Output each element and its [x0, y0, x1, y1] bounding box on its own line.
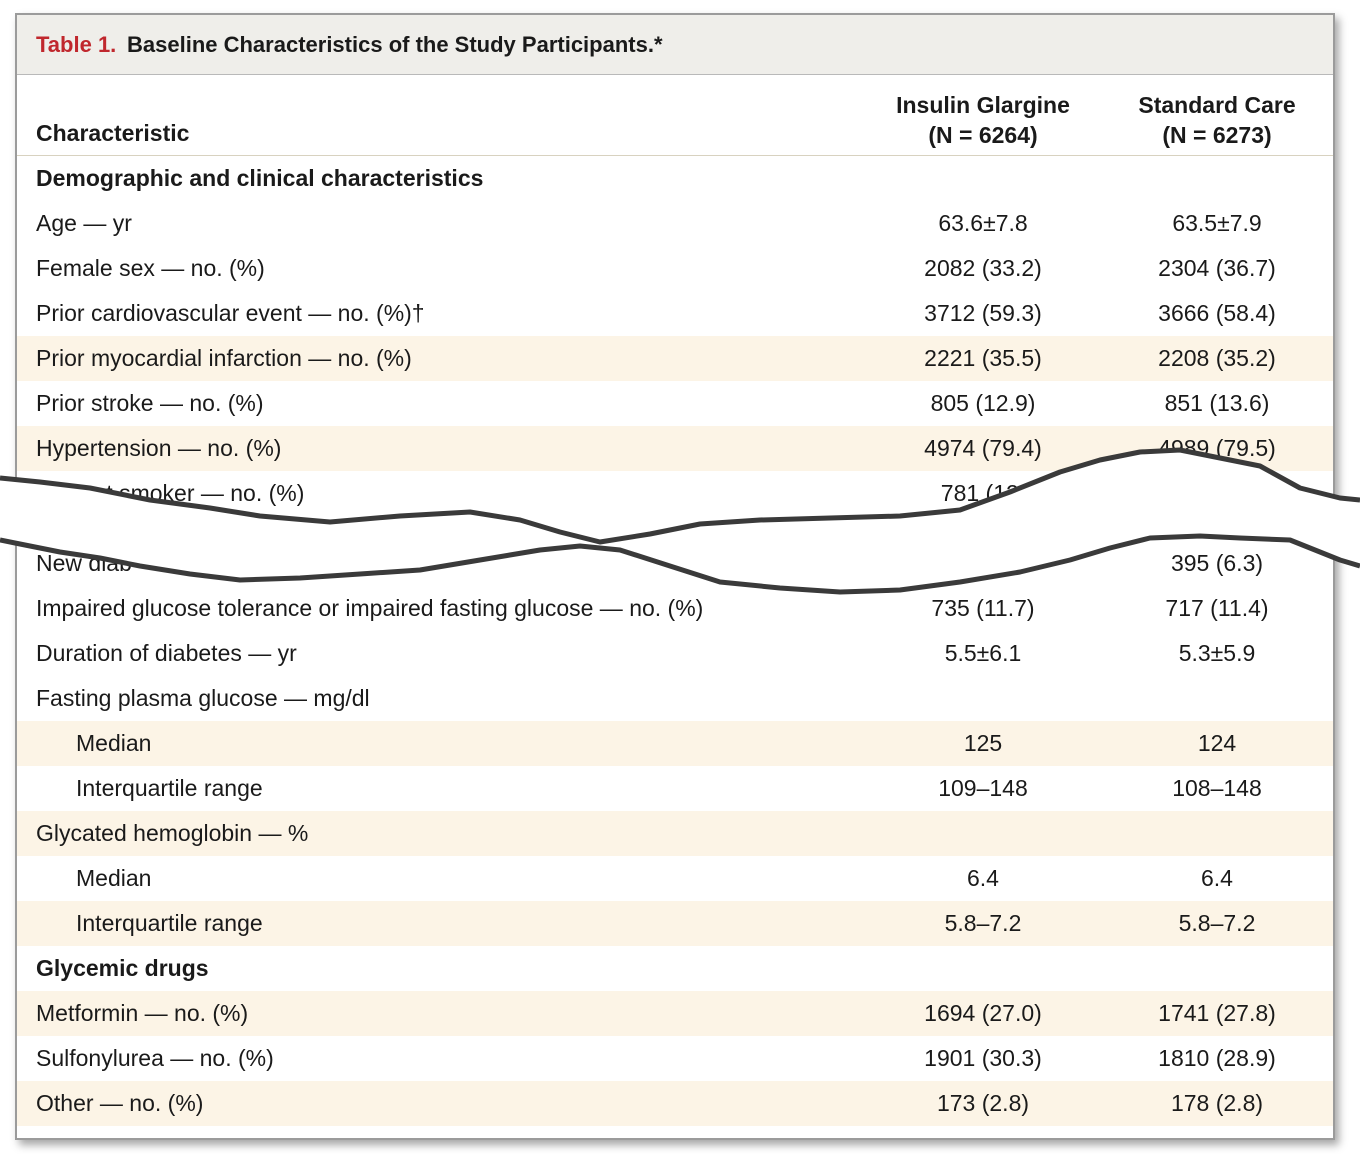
row-value-standard: 3666 (58.4)	[1158, 300, 1276, 326]
row-value-standard: 717 (11.4)	[1165, 595, 1269, 621]
row-value-glargine: 805 (12.9)	[930, 390, 1036, 416]
table-row: Age — yr 63.6±7.8 63.5±7.9	[17, 201, 1333, 246]
row-label: Current smoker — no. (%)	[36, 480, 305, 506]
row-value-glargine: 2221 (35.5)	[924, 345, 1042, 371]
row-label: Sulfonylurea — no. (%)	[36, 1045, 274, 1071]
row-value-glargine: 63.6±7.8	[938, 210, 1028, 236]
table-row: Hypertension — no. (%) 4974 (79.4) 4989 …	[17, 426, 1333, 471]
row-label: Prior stroke — no. (%)	[36, 390, 264, 416]
table-row: Median 125 124	[17, 721, 1333, 766]
header-col2-n: (N = 6273)	[1162, 122, 1272, 148]
row-value-standard: 6.4	[1201, 865, 1233, 891]
row-label: Prior myocardial infarction — no. (%)	[36, 345, 412, 371]
row-value-glargine: 5.8–7.2	[944, 910, 1022, 936]
row-label: Glycated hemoglobin — %	[36, 820, 309, 846]
table-row: Current smoker — no. (%) 781 (12.	[17, 471, 1333, 516]
row-label: Metformin — no. (%)	[36, 1000, 249, 1026]
header-col2-name: Standard Care	[1138, 92, 1296, 118]
header-divider	[17, 155, 1333, 156]
row-label: Demographic and clinical characteristics	[36, 165, 484, 191]
row-value-glargine: 1694 (27.0)	[924, 1000, 1042, 1026]
row-value-standard: 63.5±7.9	[1172, 210, 1262, 236]
row-label: Other — no. (%)	[36, 1090, 204, 1116]
row-value-standard: 5.3±5.9	[1178, 640, 1256, 666]
table-row: Interquartile range 5.8–7.2 5.8–7.2	[17, 901, 1333, 946]
row-value-glargine: 4974 (79.4)	[924, 435, 1042, 461]
table-row: Median 6.4 6.4	[17, 856, 1333, 901]
row-value-glargine: 6.4	[967, 865, 999, 891]
table-row: Sulfonylurea — no. (%) 1901 (30.3) 1810 …	[17, 1036, 1333, 1081]
row-value-standard: 851 (13.6)	[1164, 390, 1270, 416]
row-value-standard: 1741 (27.8)	[1158, 1000, 1276, 1026]
header-characteristic: Characteristic	[36, 120, 190, 146]
row-label: Glycemic drugs	[36, 955, 209, 981]
table-frame: Table 1. Baseline Characteristics of the…	[15, 13, 1335, 1140]
table-row: Duration of diabetes — yr 5.5±6.1 5.3±5.…	[17, 631, 1333, 676]
row-label: Prior cardiovascular event — no. (%)†	[36, 300, 425, 326]
table-row: Interquartile range 109–148 108–148	[17, 766, 1333, 811]
table-row: Fasting plasma glucose — mg/dl	[17, 676, 1333, 721]
row-value-standard: 178 (2.8)	[1170, 1090, 1264, 1116]
row-value-standard: 5.8–7.2	[1178, 910, 1256, 936]
row-value-standard: 124	[1197, 730, 1237, 756]
row-label: Female sex — no. (%)	[36, 255, 265, 281]
row-label: Median	[76, 865, 152, 891]
row-value-standard: 1810 (28.9)	[1158, 1045, 1276, 1071]
row-value-standard: 108–148	[1172, 775, 1262, 801]
row-value-glargine: 109–148	[938, 775, 1028, 801]
row-label: New diab	[36, 550, 132, 576]
row-value-glargine: 735 (11.7)	[931, 595, 1035, 621]
table-row: Glycemic drugs	[17, 946, 1333, 991]
table-row: Prior stroke — no. (%) 805 (12.9) 851 (1…	[17, 381, 1333, 426]
table-row: Female sex — no. (%) 2082 (33.2) 2304 (3…	[17, 246, 1333, 291]
row-value-standard: 2208 (35.2)	[1158, 345, 1276, 371]
row-value-glargine: 2082 (33.2)	[924, 255, 1042, 281]
row-value-standard: 395 (6.3)	[1170, 550, 1264, 576]
table-number: Table 1.	[36, 32, 117, 57]
row-label: Duration of diabetes — yr	[36, 640, 297, 666]
table-row: Metformin — no. (%) 1694 (27.0) 1741 (27…	[17, 991, 1333, 1036]
row-value-standard: 4989 (79.5)	[1158, 435, 1276, 461]
row-label: Interquartile range	[76, 775, 263, 801]
row-label: Hypertension — no. (%)	[36, 435, 282, 461]
row-value-glargine: 781 (12.	[940, 480, 1026, 506]
row-label: Age — yr	[36, 210, 132, 236]
row-value-glargine: 1901 (30.3)	[924, 1045, 1042, 1071]
row-label: Interquartile range	[76, 910, 263, 936]
row-value-glargine: 125	[963, 730, 1003, 756]
header-col1-n: (N = 6264)	[928, 122, 1038, 148]
table-row: Prior myocardial infarction — no. (%) 22…	[17, 336, 1333, 381]
header-standard-care: Standard Care (N = 6273)	[1087, 90, 1347, 150]
table-row: Demographic and clinical characteristics	[17, 156, 1333, 201]
row-value-glargine: 5.5±6.1	[944, 640, 1022, 666]
table-row: Impaired glucose tolerance or impaired f…	[17, 586, 1333, 631]
table-row: Other — no. (%) 173 (2.8) 178 (2.8)	[17, 1081, 1333, 1126]
row-value-standard: 2304 (36.7)	[1158, 255, 1276, 281]
row-value-glargine: 173 (2.8)	[936, 1090, 1030, 1116]
table-row: Prior cardiovascular event — no. (%)† 37…	[17, 291, 1333, 336]
table-row: New diab 395 (6.3)	[17, 541, 1333, 586]
table-title-bar: Table 1. Baseline Characteristics of the…	[17, 15, 1333, 75]
header-col1-name: Insulin Glargine	[896, 92, 1070, 118]
table-row: Glycated hemoglobin — %	[17, 811, 1333, 856]
header-insulin-glargine: Insulin Glargine (N = 6264)	[853, 90, 1113, 150]
row-value-glargine: 3712 (59.3)	[924, 300, 1042, 326]
table-title: Baseline Characteristics of the Study Pa…	[127, 32, 663, 57]
row-label: Fasting plasma glucose — mg/dl	[36, 685, 370, 711]
row-label: Impaired glucose tolerance or impaired f…	[36, 595, 704, 621]
row-label: Median	[76, 730, 152, 756]
